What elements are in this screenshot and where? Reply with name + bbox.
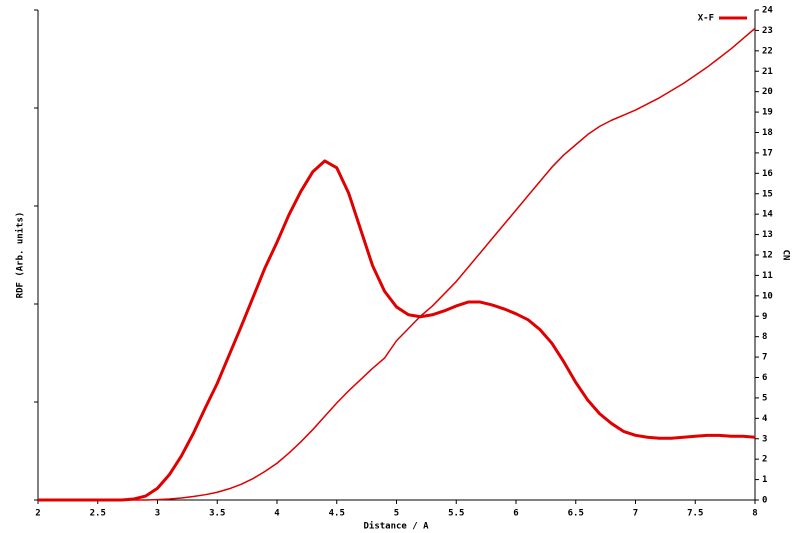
x-tick-label: 7.5 [687, 509, 703, 519]
y2-tick-label: 16 [762, 169, 773, 179]
y2-tick-label: 15 [762, 189, 773, 199]
x-tick-label: 3 [155, 509, 160, 519]
y2-tick-label: 0 [762, 496, 767, 506]
x-tick-label: 6 [513, 509, 518, 519]
y-axis-label: RDF (Arb. units) [15, 212, 26, 299]
y2-tick-label: 7 [762, 353, 767, 363]
y2-tick-label: 21 [762, 67, 773, 77]
data-line [38, 159, 756, 502]
y2-tick-label: 14 [762, 210, 773, 220]
y2-tick-label: 22 [762, 46, 773, 56]
x-tick-label: 6.5 [568, 509, 584, 519]
y2-tick-label: 9 [762, 312, 767, 322]
x-tick-label: 8 [752, 509, 757, 519]
y2-tick-label: 18 [762, 128, 773, 138]
y2-tick-label: 8 [762, 332, 767, 342]
x-tick-label: 5 [394, 509, 399, 519]
y2-axis-label: CN [781, 250, 791, 261]
y2-tick-label: 1 [762, 475, 767, 485]
y2-tick-label: 2 [762, 455, 767, 465]
y2-tick-label: 19 [762, 108, 773, 118]
x-tick-label: 3.5 [209, 509, 225, 519]
y2-tick-label: 13 [762, 230, 773, 240]
y2-tick-label: 5 [762, 393, 767, 403]
y2-tick-label: 6 [762, 373, 767, 383]
y2-tick-label: 11 [762, 271, 773, 281]
x-tick-label: 5.5 [448, 509, 464, 519]
x-tick-label: 4 [274, 509, 280, 519]
x-tick-label: 2.5 [90, 509, 106, 519]
legend-label: X-F [698, 14, 714, 24]
x-axis-label: Distance / A [363, 521, 429, 532]
y2-tick-label: 3 [762, 434, 767, 444]
y2-tick-label: 24 [762, 6, 773, 16]
x-tick-label: 7 [633, 509, 638, 519]
y2-tick-label: 10 [762, 291, 773, 301]
x-tick-label: 2 [35, 509, 40, 519]
y2-tick-label: 23 [762, 26, 773, 36]
x-tick-label: 4.5 [329, 509, 345, 519]
y2-tick-label: 17 [762, 148, 773, 158]
data-line [38, 27, 756, 501]
y2-tick-label: 12 [762, 251, 773, 261]
y2-tick-label: 20 [762, 87, 773, 97]
y2-tick-label: 4 [762, 414, 768, 424]
